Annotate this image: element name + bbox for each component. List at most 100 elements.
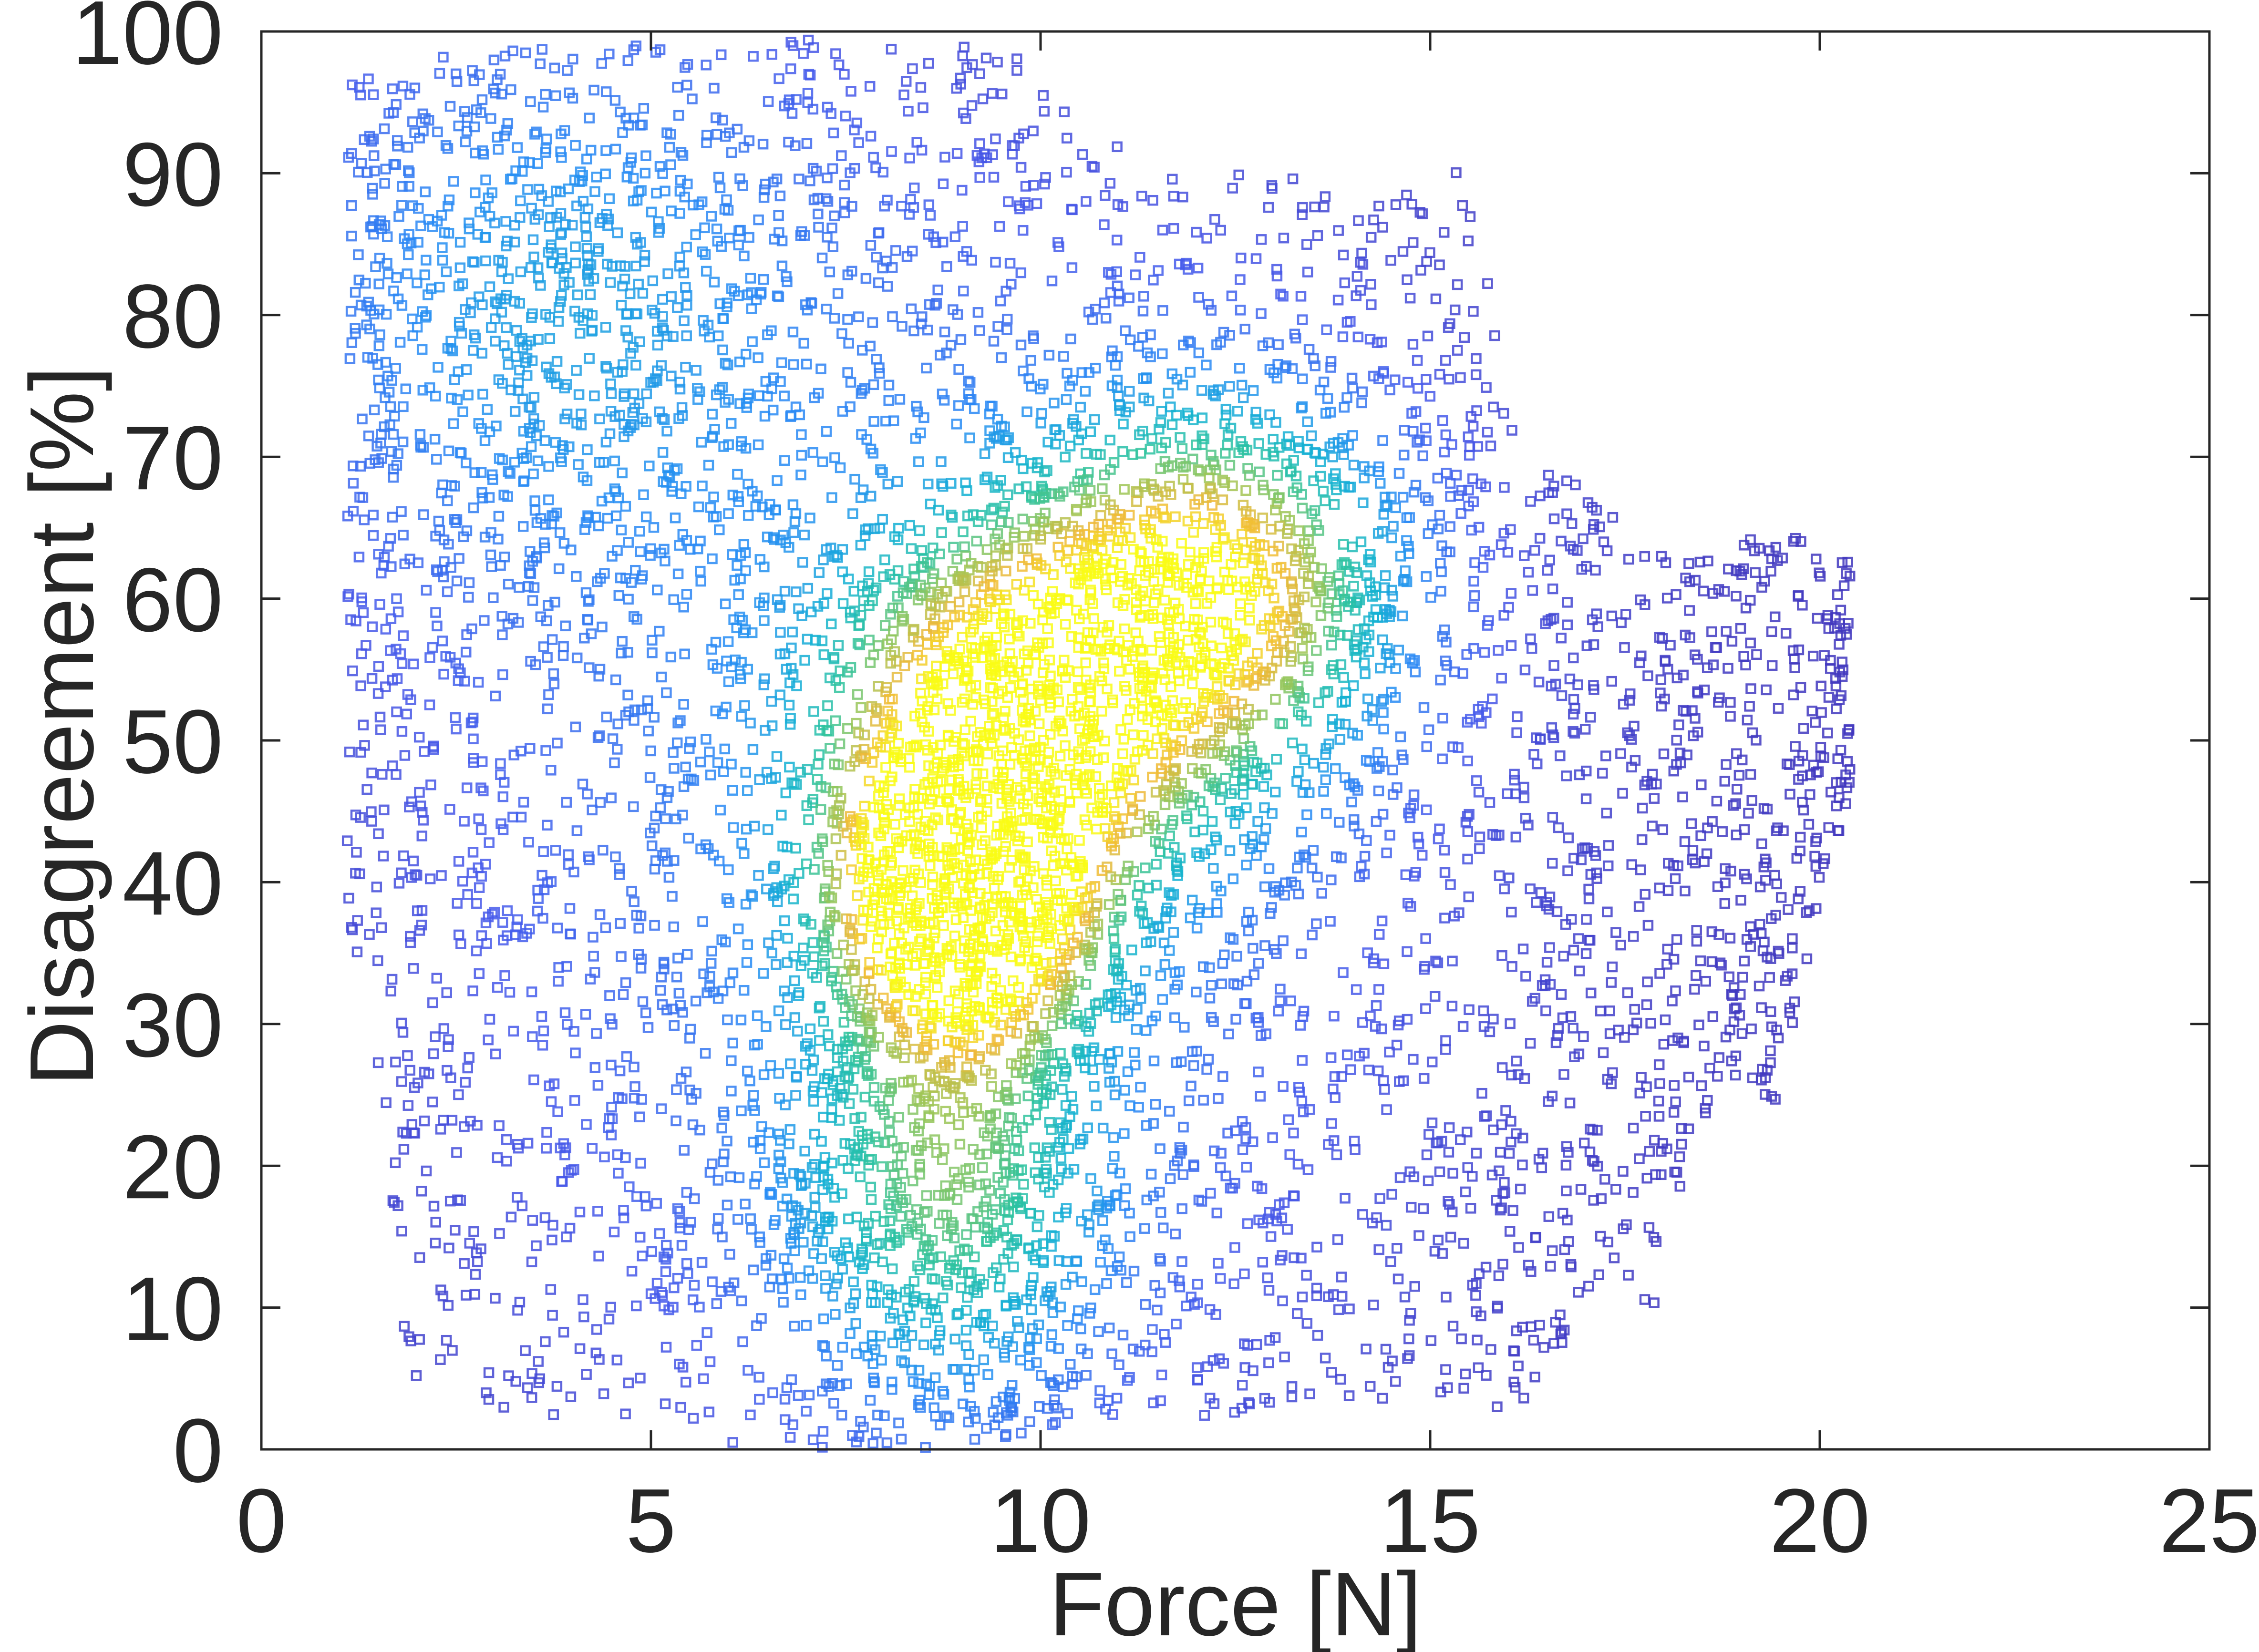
data-point [1723,663,1733,674]
data-point [494,1120,505,1131]
data-point [1274,1199,1285,1210]
data-point [747,744,759,755]
data-point [1831,777,1842,788]
data-point [1134,429,1145,441]
data-point [475,824,487,835]
data-point [1766,1021,1777,1033]
data-point [397,1027,409,1038]
data-point [1568,944,1579,956]
data-point [1377,1393,1388,1404]
data-point [1640,1111,1651,1122]
data-point [917,311,928,322]
data-point [1004,1386,1016,1398]
data-point [1003,196,1014,207]
data-point [499,340,510,351]
data-point [1508,1345,1519,1356]
data-point [868,1096,880,1107]
data-point [855,1416,866,1427]
data-point [467,985,478,996]
data-point [784,699,795,711]
data-point [996,88,1008,100]
data-point [1835,745,1846,756]
data-point [733,589,744,600]
data-point [1273,339,1284,350]
data-point [809,1081,820,1092]
data-point [1816,707,1827,718]
data-point [1831,800,1842,811]
data-point [657,294,668,305]
data-point [1674,748,1686,759]
data-point [1148,923,1159,934]
data-point [544,333,556,344]
data-point [513,377,524,389]
data-point [1359,472,1370,483]
data-point [697,246,708,257]
data-point [862,1129,873,1140]
data-point [441,987,452,998]
data-point [1544,554,1555,565]
data-point [1140,862,1151,873]
data-point [1015,162,1027,173]
data-point [779,100,790,112]
data-point [1038,1238,1049,1249]
data-point [391,593,402,604]
data-point [451,514,463,525]
data-point [1401,512,1413,523]
data-point [773,1129,784,1139]
data-point [1583,934,1595,946]
data-point [1504,1148,1515,1159]
data-point [834,1380,846,1391]
data-point [817,1442,828,1453]
data-point [1374,1193,1385,1204]
data-point [706,945,717,957]
data-point [462,112,473,123]
data-point [964,432,975,443]
data-point [489,296,501,308]
data-point [888,415,899,426]
data-point [691,1088,701,1099]
data-point [637,996,649,1007]
data-point [626,885,637,897]
data-point [779,915,790,926]
data-point [1445,491,1456,502]
data-point [437,255,448,266]
data-point [1531,758,1543,770]
data-point [1496,673,1507,684]
data-point [600,145,611,156]
data-point [614,869,625,880]
data-point [684,743,695,754]
data-point [1347,430,1358,441]
data-point [1139,1339,1151,1351]
data-point [833,59,845,71]
data-point [1194,903,1205,914]
data-point [516,1200,528,1211]
data-point [1351,271,1363,282]
data-point [640,1007,651,1018]
data-point [1523,1260,1534,1271]
data-point [753,870,764,881]
data-point [1303,344,1315,355]
data-point [1836,657,1848,667]
data-point [1100,1234,1111,1245]
data-point [931,298,942,309]
data-point [887,1263,898,1274]
data-point [514,582,525,593]
data-point [792,1026,803,1037]
data-point [1561,475,1572,486]
data-point [847,1430,858,1441]
data-point [1462,853,1473,865]
data-point [1390,1376,1401,1387]
data-point [612,227,623,238]
data-point [1440,355,1451,366]
data-point [1601,808,1612,819]
data-point [568,1026,579,1037]
data-point [446,1115,458,1126]
data-point [1203,1054,1214,1065]
data-point [1148,1397,1159,1408]
data-point [430,1031,441,1042]
data-point [752,490,763,502]
data-point [1460,1368,1471,1380]
data-point [1103,1243,1114,1254]
data-point [1304,1388,1315,1399]
data-point [674,1206,685,1217]
